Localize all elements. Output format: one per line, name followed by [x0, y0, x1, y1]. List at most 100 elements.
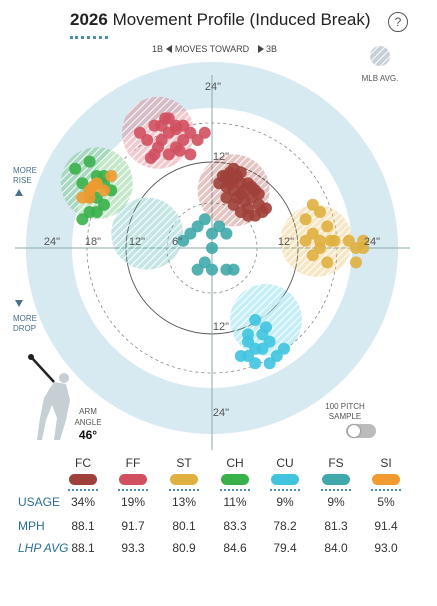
lhp-avg-cell-ff: 93.3	[121, 541, 145, 555]
arrow-left-icon	[166, 45, 172, 53]
pitch-point-st[interactable]	[314, 206, 326, 218]
pitch-swatch-ff[interactable]	[119, 474, 147, 485]
pitch-label-si[interactable]: SI	[380, 456, 392, 470]
pitch-label-cu[interactable]: CU	[276, 456, 294, 470]
pitch-point-ff[interactable]	[144, 152, 157, 164]
pitch-point-si[interactable]	[83, 191, 96, 204]
pitch-point-cu[interactable]	[249, 314, 262, 326]
tick-18-left: 18"	[85, 236, 101, 248]
more-rise-line1: MORE	[13, 166, 37, 175]
tick-24-left: 24"	[44, 236, 60, 248]
mph-cell-ch: 83.3	[223, 519, 247, 533]
pitch-point-fs[interactable]	[198, 213, 211, 226]
pitch-point-fs[interactable]	[206, 242, 218, 254]
pitch-label-st[interactable]: ST	[176, 456, 192, 470]
pitch-point-st[interactable]	[321, 220, 334, 233]
tick-12-top: 12"	[213, 151, 229, 163]
pitch-point-fc[interactable]	[252, 188, 265, 200]
pitch-point-ff[interactable]	[173, 144, 186, 157]
mph-cell-si: 91.4	[374, 519, 398, 533]
pitch-point-si[interactable]	[87, 180, 100, 193]
mph-cell-cu: 78.2	[273, 519, 297, 533]
pitch-point-cu[interactable]	[260, 321, 272, 334]
pitch-label-ff[interactable]: FF	[125, 456, 141, 470]
pitch-point-si[interactable]	[98, 184, 110, 197]
pitch-point-st[interactable]	[357, 242, 370, 254]
pitch-point-fc[interactable]	[220, 191, 233, 204]
pitch-swatch-fc[interactable]	[69, 474, 97, 485]
direction-indicator: 1B MOVES TOWARD 3B	[152, 44, 277, 54]
pitch-point-fc[interactable]	[234, 166, 247, 179]
pitch-point-ch[interactable]	[76, 213, 89, 226]
pitch-point-cu[interactable]	[263, 357, 276, 370]
pitch-point-fs[interactable]	[220, 227, 233, 240]
pitch-point-fc[interactable]	[234, 206, 247, 218]
sample-label-1: 100 PITCH	[325, 402, 365, 411]
pitch-point-ff[interactable]	[184, 148, 197, 161]
pitch-point-fs[interactable]	[177, 234, 190, 247]
help-icon[interactable]: ?	[388, 12, 408, 32]
pitch-point-ff[interactable]	[162, 148, 175, 161]
pitch-point-ch[interactable]	[69, 162, 82, 175]
pitch-point-ff[interactable]	[170, 123, 182, 136]
pitch-point-st[interactable]	[299, 234, 312, 247]
usage-cell-ch: 11%	[223, 495, 247, 509]
movement-plot: 24" 12" 12" 24" 24" 18" 12" 6" 12" 24" 1…	[13, 44, 410, 450]
pitch-swatch-underline	[371, 489, 401, 491]
mlb-avg-legend: MLB AVG.	[362, 46, 399, 83]
pitch-point-cu[interactable]	[234, 350, 247, 362]
pitch-point-fs[interactable]	[206, 263, 218, 276]
lhp-avg-row-label: LHP AVG	[18, 541, 69, 555]
tick-24-right: 24"	[364, 236, 380, 248]
usage-cell-fs: 9%	[327, 495, 345, 509]
mph-cell-ff: 91.7	[121, 519, 145, 533]
pitch-point-fc[interactable]	[260, 202, 272, 215]
pitch-point-st[interactable]	[321, 256, 334, 269]
pitch-point-si[interactable]	[105, 170, 118, 182]
pitcher-silhouette-icon	[28, 354, 70, 440]
pitch-point-ff[interactable]	[198, 126, 211, 139]
pitch-point-ff[interactable]	[159, 112, 172, 125]
pitch-point-st[interactable]	[328, 234, 341, 247]
pitch-point-cu[interactable]	[278, 342, 290, 355]
pitch-swatch-fs[interactable]	[322, 474, 350, 485]
pitch-points	[69, 112, 370, 370]
pitch-label-fc[interactable]: FC	[75, 456, 91, 470]
chart-title: 2026 Movement Profile (Induced Break)	[70, 10, 371, 30]
pitch-swatch-cu[interactable]	[271, 474, 299, 485]
pitch-label-fs[interactable]: FS	[328, 456, 344, 470]
pitch-point-ch[interactable]	[83, 155, 96, 168]
pitch-swatch-underline	[169, 489, 199, 491]
pitch-point-fs[interactable]	[227, 263, 240, 276]
pitch-point-fc[interactable]	[249, 209, 262, 222]
toggle-knob[interactable]	[348, 425, 360, 437]
more-drop-line2: DROP	[13, 324, 36, 333]
pitch-point-st[interactable]	[306, 249, 319, 262]
tick-12-bottom: 12"	[213, 321, 229, 333]
pitch-point-cu[interactable]	[242, 328, 254, 341]
pitch-point-st[interactable]	[342, 234, 355, 247]
pitch-point-ff[interactable]	[134, 126, 146, 139]
lhp-avg-cell-ch: 84.6	[223, 541, 247, 555]
sample-toggle[interactable]	[346, 424, 376, 438]
usage-row-label: USAGE	[18, 495, 61, 509]
pitch-point-fs[interactable]	[191, 263, 204, 276]
more-drop-line1: MORE	[13, 314, 37, 323]
pitch-point-st[interactable]	[299, 213, 312, 226]
pitch-swatch-ch[interactable]	[221, 474, 249, 485]
pitch-point-st[interactable]	[350, 256, 362, 269]
pitch-swatch-si[interactable]	[372, 474, 400, 485]
pitch-point-ch[interactable]	[90, 206, 103, 218]
pitch-label-ch[interactable]: CH	[226, 456, 244, 470]
pitch-swatch-st[interactable]	[170, 474, 198, 485]
pitch-point-cu[interactable]	[256, 342, 269, 355]
lhp-avg-cell-fs: 84.0	[324, 541, 348, 555]
lhp-avg-cell-cu: 79.4	[273, 541, 297, 555]
pitch-point-cu[interactable]	[249, 357, 262, 370]
arm-angle-label-1: ARM	[79, 407, 97, 416]
pitch-point-fc[interactable]	[220, 170, 233, 182]
usage-cell-st: 13%	[171, 495, 197, 509]
arm-angle-label-2: ANGLE	[74, 418, 101, 427]
mlb-avg-label: MLB AVG.	[362, 74, 399, 83]
pitch-point-ff[interactable]	[152, 141, 164, 154]
